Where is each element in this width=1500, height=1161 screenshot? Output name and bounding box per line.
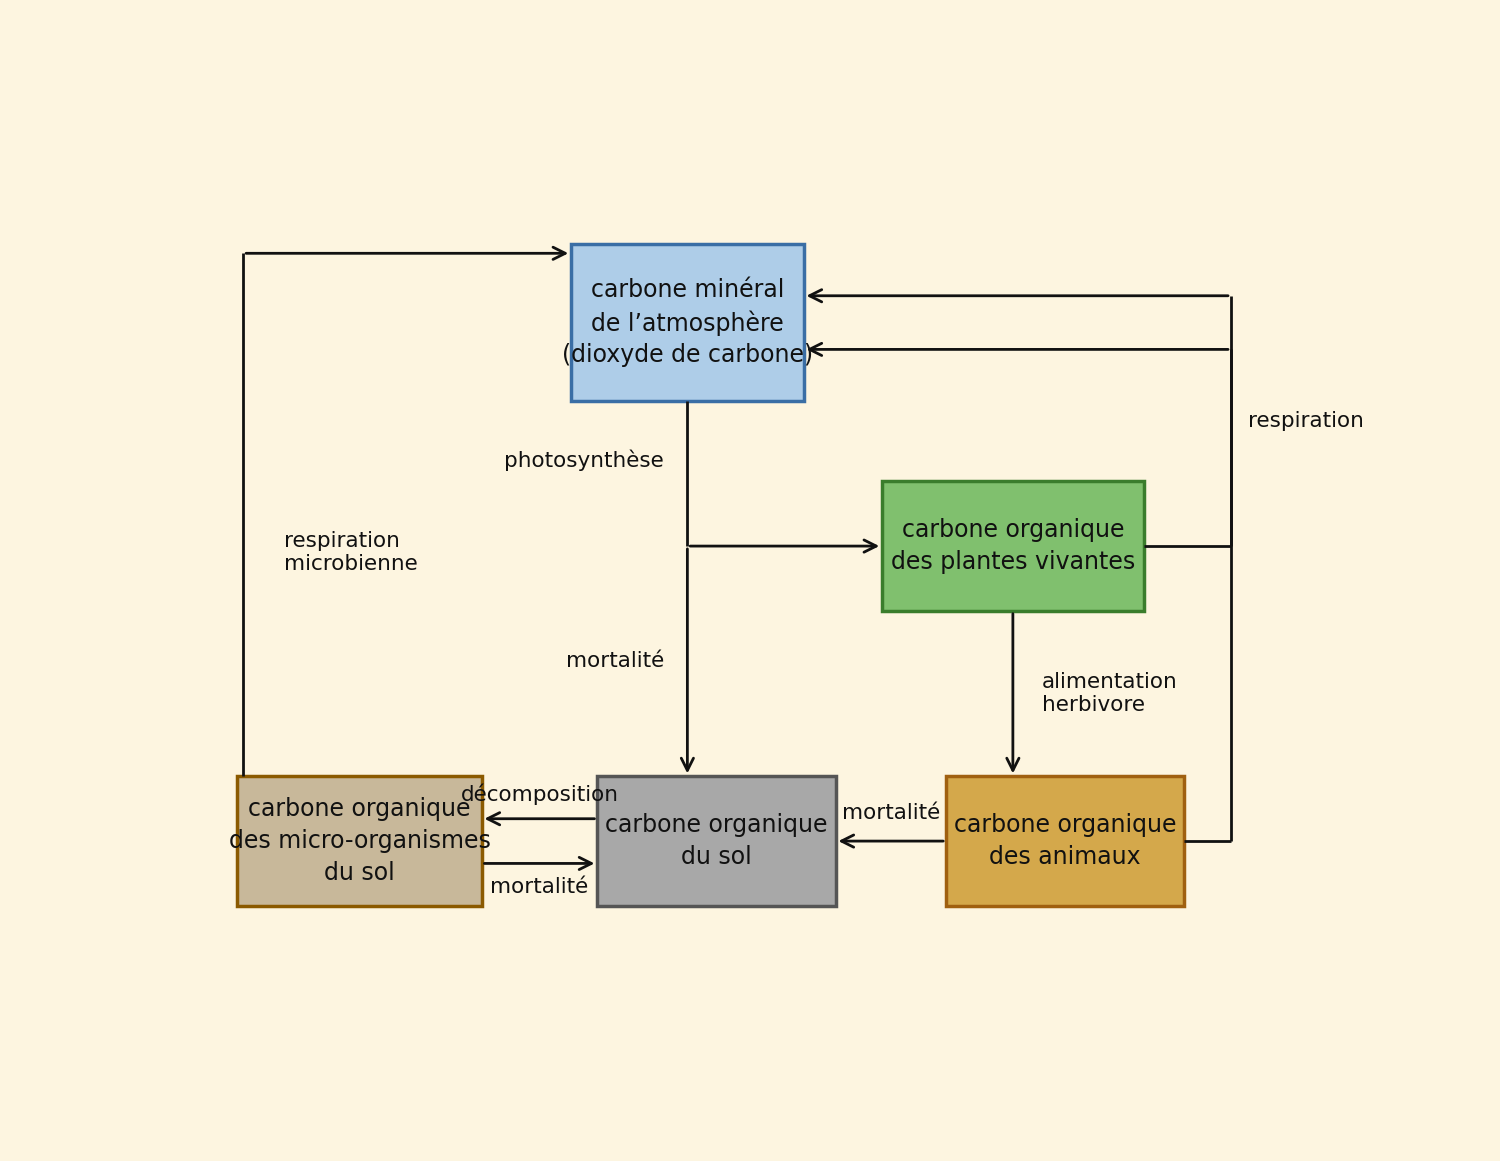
Text: carbone organique
des animaux: carbone organique des animaux bbox=[954, 814, 1176, 868]
Text: carbone minéral
de l’atmosphère
(dioxyde de carbone): carbone minéral de l’atmosphère (dioxyde… bbox=[562, 277, 813, 367]
FancyBboxPatch shape bbox=[946, 777, 1185, 906]
Text: carbone organique
du sol: carbone organique du sol bbox=[604, 814, 828, 868]
Text: mortalité: mortalité bbox=[490, 877, 588, 896]
Text: mortalité: mortalité bbox=[566, 651, 664, 671]
Text: carbone organique
des micro-organismes
du sol: carbone organique des micro-organismes d… bbox=[228, 798, 490, 885]
FancyBboxPatch shape bbox=[597, 777, 836, 906]
Text: alimentation
herbivore: alimentation herbivore bbox=[1042, 672, 1178, 715]
Text: carbone organique
des plantes vivantes: carbone organique des plantes vivantes bbox=[891, 518, 1136, 574]
Text: mortalité: mortalité bbox=[842, 803, 940, 823]
FancyBboxPatch shape bbox=[882, 482, 1143, 611]
FancyBboxPatch shape bbox=[237, 777, 482, 906]
Text: décomposition: décomposition bbox=[460, 784, 618, 806]
Text: photosynthèse: photosynthèse bbox=[504, 449, 664, 470]
FancyBboxPatch shape bbox=[572, 244, 804, 401]
Text: respiration: respiration bbox=[1248, 411, 1364, 431]
Text: respiration
microbienne: respiration microbienne bbox=[284, 532, 417, 575]
